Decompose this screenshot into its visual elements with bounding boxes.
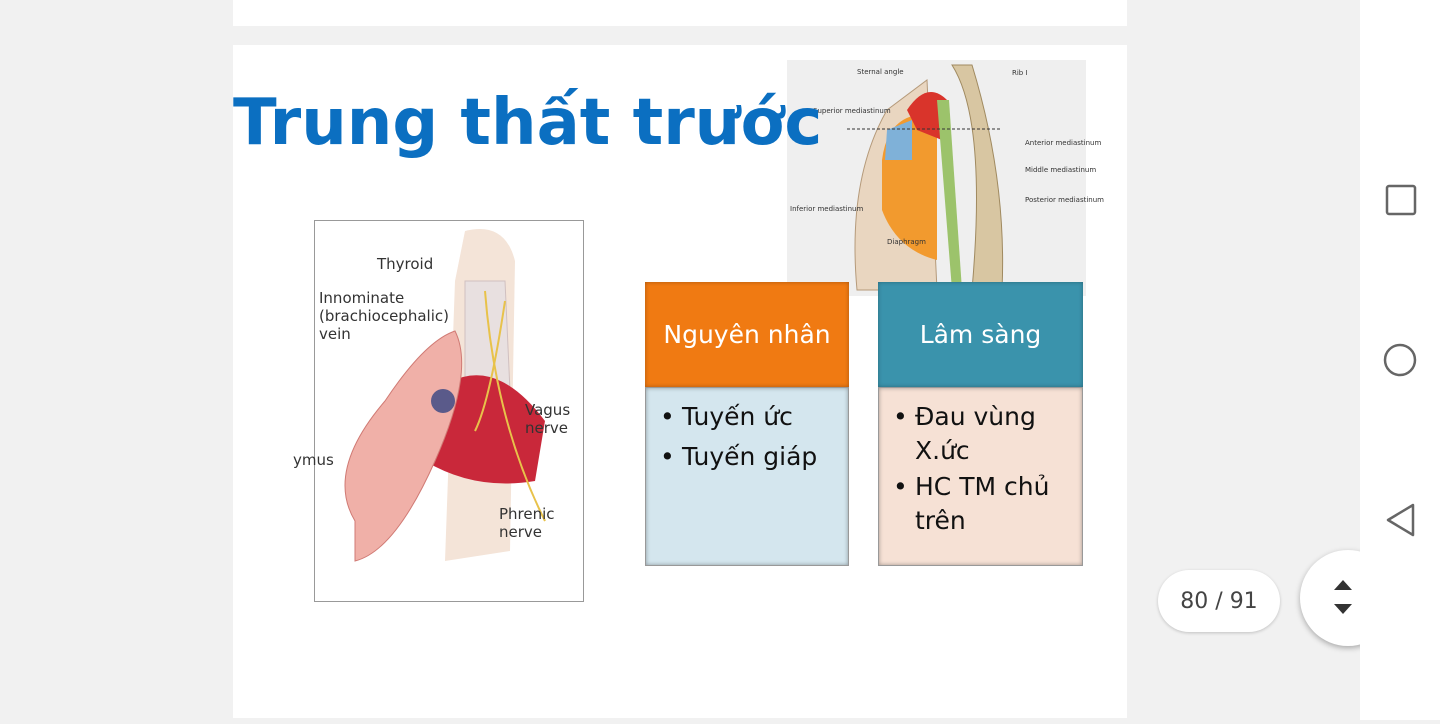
- previous-page: [233, 0, 1127, 26]
- image-label: Thyroid: [377, 255, 434, 273]
- image-label: Anterior mediastinum: [1025, 139, 1102, 147]
- scroll-icon: [1334, 580, 1352, 614]
- mediastinum-drawing: [847, 64, 1004, 291]
- list-item: HC TM chủ trên: [893, 470, 1072, 538]
- list-item: Tuyến ức: [660, 400, 838, 434]
- box-header: Nguyên nhân: [645, 282, 849, 387]
- image-label: Rib I: [1012, 69, 1028, 77]
- image-label: Posterior mediastinum: [1025, 196, 1104, 204]
- image-label: ymus: [293, 451, 334, 469]
- image-label: Diaphragm: [887, 238, 926, 246]
- box-body: Đau vùng X.ức HC TM chủ trên: [878, 387, 1083, 566]
- image-label: Middle mediastinum: [1025, 166, 1097, 174]
- image-label: Superior mediastinum: [813, 107, 891, 115]
- thymus-drawing: [344, 229, 546, 562]
- page-indicator: 80 / 91: [1158, 570, 1280, 632]
- list-item: Tuyến giáp: [660, 440, 838, 474]
- image-label: Phrenic nerve: [499, 505, 555, 541]
- image-label: Innominate (brachiocephalic) vein: [319, 289, 449, 343]
- nav-bar: [1360, 0, 1440, 720]
- nav-icons: [1383, 184, 1417, 537]
- image-label: Inferior mediastinum: [790, 205, 864, 213]
- image-label: Sternal angle: [857, 68, 904, 76]
- back-button[interactable]: [1386, 503, 1415, 537]
- list-item: Đau vùng X.ức: [893, 400, 1072, 468]
- slide-title: Trung thất trước: [233, 86, 823, 160]
- edge: [1360, 0, 1361, 720]
- recents-button[interactable]: [1385, 184, 1417, 216]
- mediastinum-image: Sternal angle Rib I Superior mediastinum…: [787, 60, 1104, 296]
- image-label: Vagus nerve: [525, 401, 571, 437]
- home-button[interactable]: [1383, 343, 1417, 377]
- box-body: Tuyến ức Tuyến giáp: [645, 387, 849, 566]
- box-header: Lâm sàng: [878, 282, 1083, 387]
- thymus-image: Thyroid Innominate (brachiocephalic) vei…: [293, 220, 584, 602]
